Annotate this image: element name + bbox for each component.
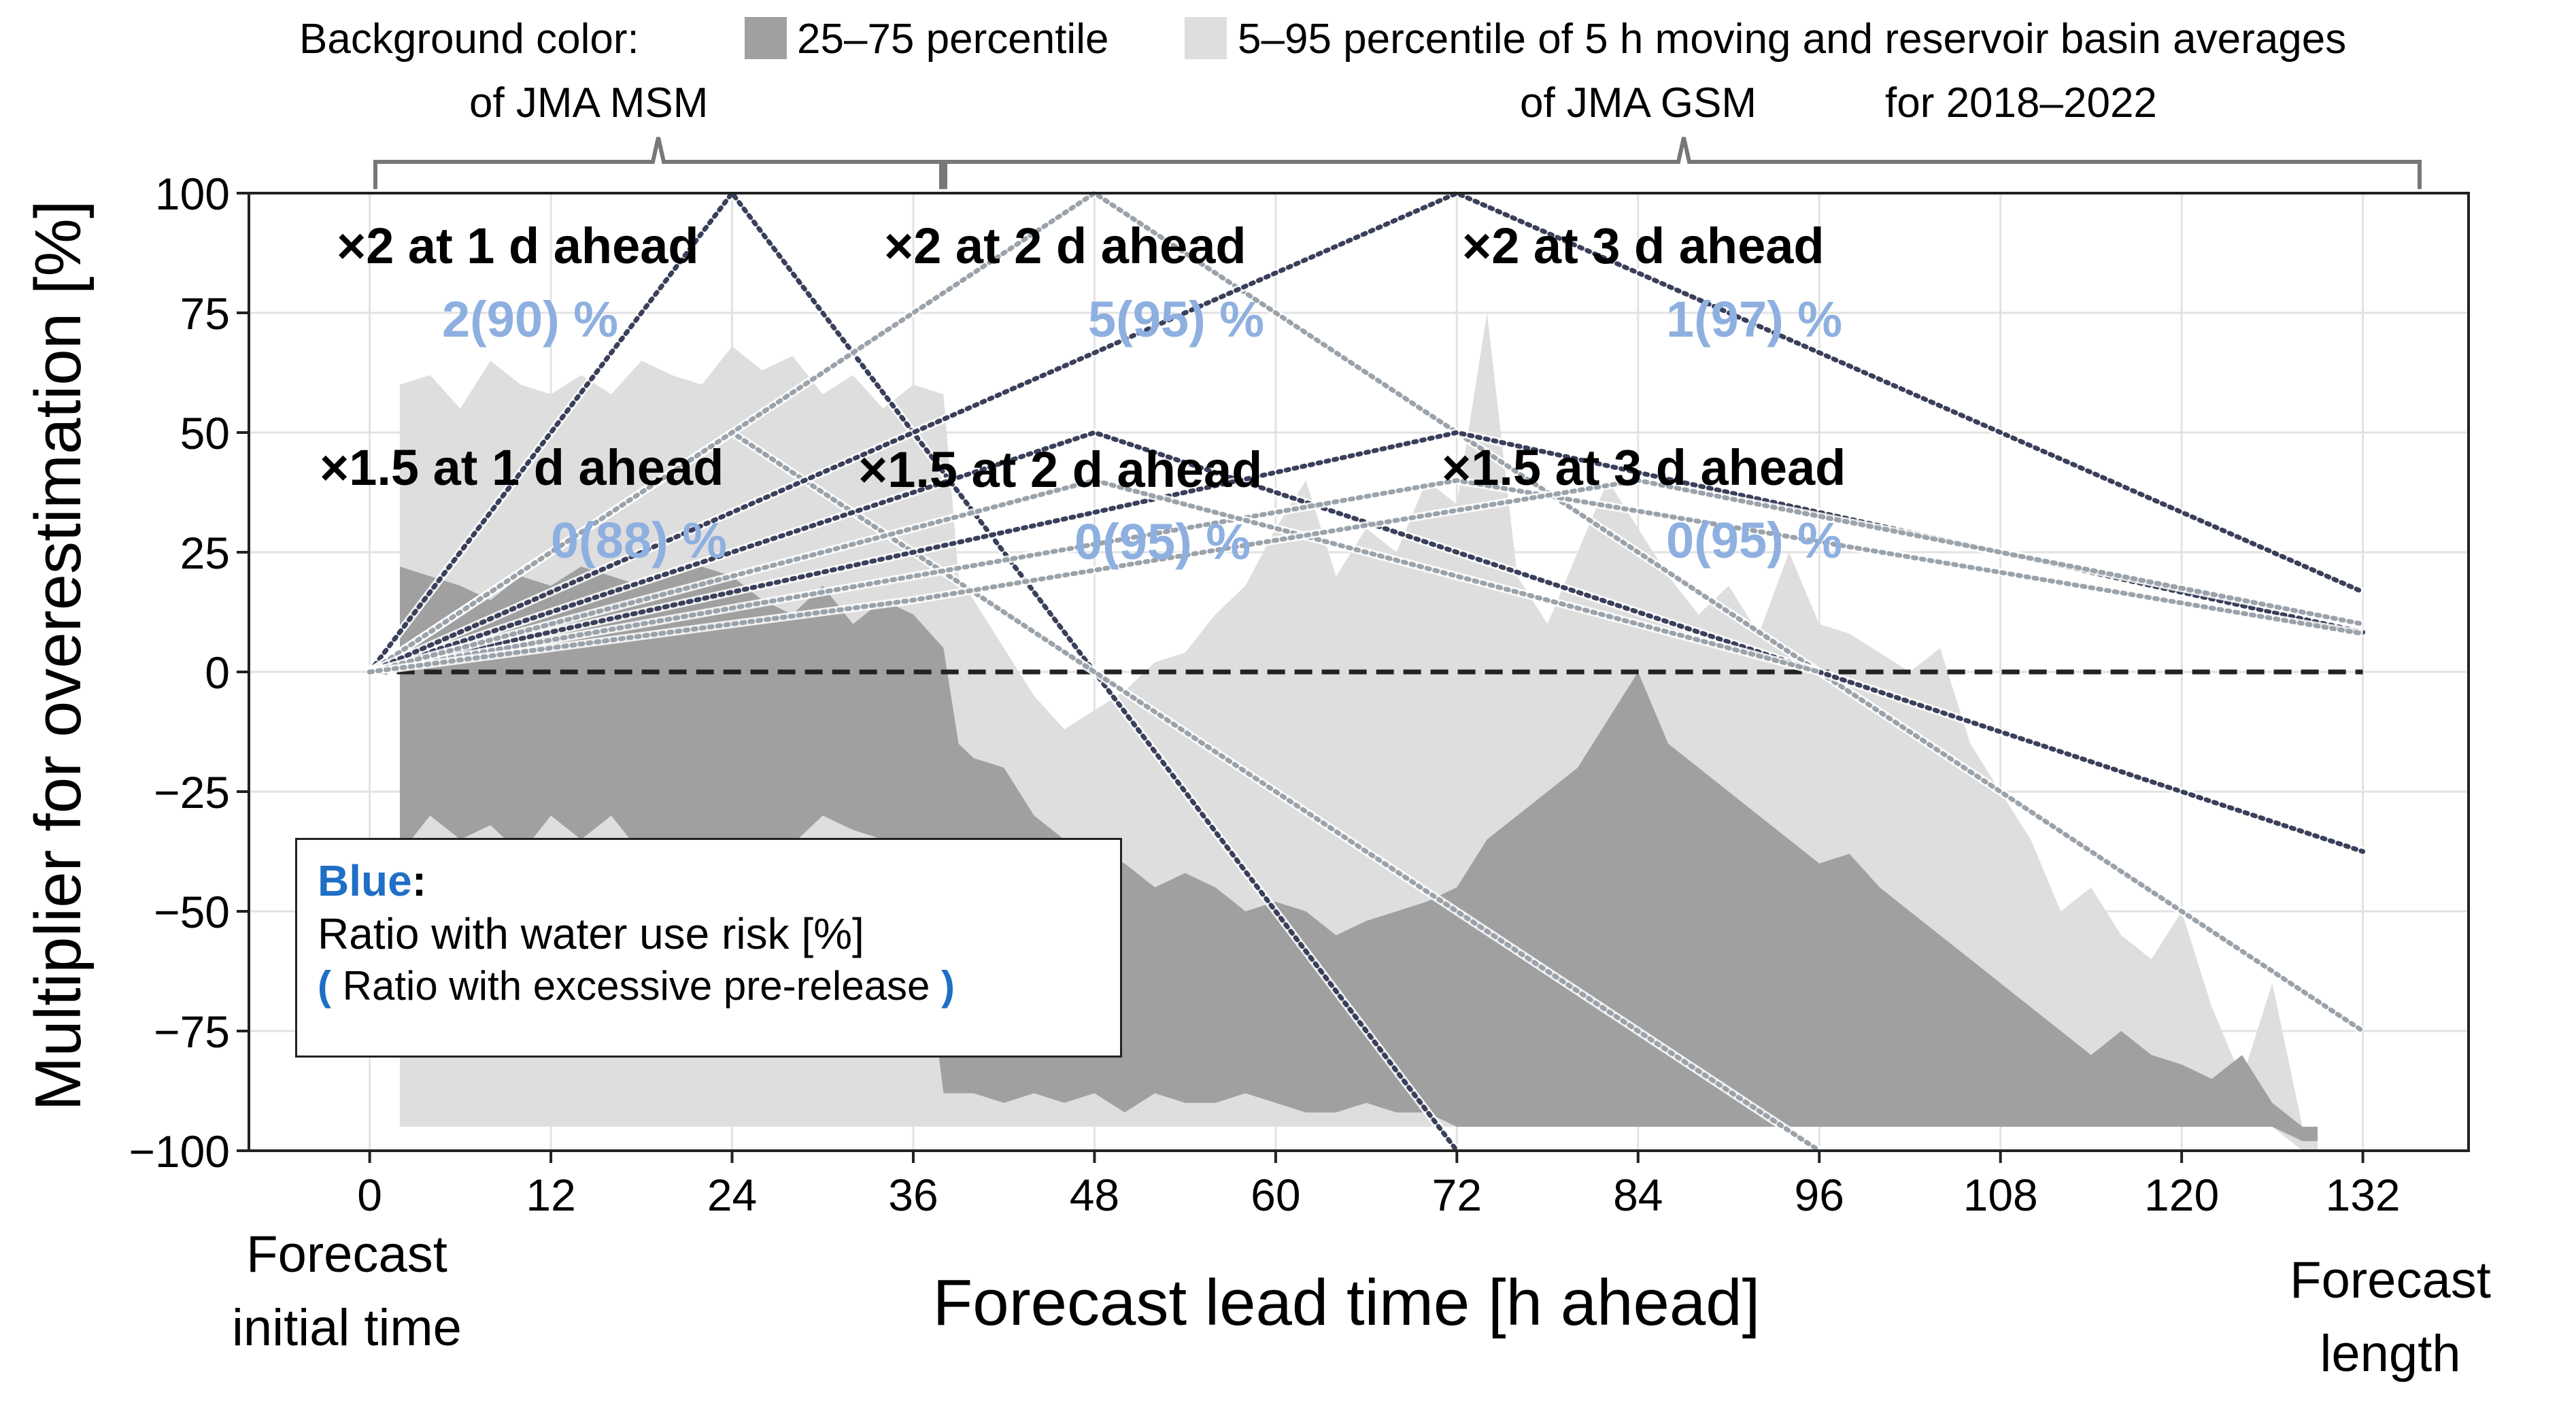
header-q-label: 25–75 percentile xyxy=(797,16,1108,63)
x-tick-label: 60 xyxy=(1251,1170,1300,1220)
y-tick-label: −50 xyxy=(154,887,230,937)
legend-blue-word: Blue xyxy=(318,856,412,905)
x-tick-label: 0 xyxy=(357,1170,382,1220)
y-tick-label: 25 xyxy=(180,528,230,578)
y-tick-label: 0 xyxy=(205,647,230,698)
scenario-line xyxy=(367,430,2366,854)
scenario-risk-ratio: 0(95) % xyxy=(1074,513,1251,570)
msm-bracket xyxy=(373,137,943,189)
x-tick-label: 120 xyxy=(2144,1170,2219,1220)
scenario-risk-ratio: 5(95) % xyxy=(1088,291,1264,348)
scenario-label: ×1.5 at 1 d ahead xyxy=(320,439,724,496)
scenario-risk-ratio: 2(90) % xyxy=(442,291,618,348)
x-tick-label: 36 xyxy=(888,1170,938,1220)
scenario-label: ×2 at 2 d ahead xyxy=(884,218,1247,274)
legend-line-3-text: Ratio with excessive pre-release xyxy=(331,963,942,1009)
legend-paren-close: ) xyxy=(941,963,955,1009)
scenario-label: ×1.5 at 2 d ahead xyxy=(858,441,1262,498)
scenario-risk-ratio: 1(97) % xyxy=(1666,291,1842,348)
header-legend: Background color: 25–75 percentile 5–95 … xyxy=(299,16,2346,126)
y-tick-label: 50 xyxy=(180,408,230,458)
y-axis-label: Multiplier for overestimation [%] xyxy=(22,200,95,1111)
model-brackets xyxy=(373,137,2422,189)
legend-line-2: Ratio with water use risk [%] xyxy=(318,909,864,958)
scenario-label: ×2 at 3 d ahead xyxy=(1462,218,1825,274)
x-tick-label: 132 xyxy=(2326,1170,2401,1220)
header-p-swatch xyxy=(1185,17,1227,59)
header-q-swatch xyxy=(745,17,787,59)
header-gsm-label: of JMA GSM xyxy=(1520,80,1757,126)
x-tick-label: 72 xyxy=(1432,1170,1482,1220)
scenario-line xyxy=(367,477,2366,675)
x-tick-label: 12 xyxy=(526,1170,575,1220)
legend-paren-open: ( xyxy=(318,963,331,1009)
forecast-initial-label-2: initial time xyxy=(232,1299,462,1357)
legend-line-3: ( Ratio with excessive pre-release ) xyxy=(318,961,1100,1011)
y-tick-label: −75 xyxy=(154,1007,230,1057)
scenario-label: ×2 at 1 d ahead xyxy=(337,218,699,274)
x-axis-label: Forecast lead time [h ahead] xyxy=(933,1266,1761,1339)
scenario-line xyxy=(367,477,1822,675)
scenario-line xyxy=(367,190,2366,1034)
y-tick-label: −100 xyxy=(129,1126,230,1177)
header-p-label: 5–95 percentile of 5 h moving and reserv… xyxy=(1238,16,2346,63)
header-period-label: for 2018–2022 xyxy=(1885,80,2157,126)
plot-area: 0 12 24 36 48 60 72 84 96 108 120 132 100 75 50 25 0 −25 −… xyxy=(129,169,2470,1220)
x-tick-label: 48 xyxy=(1070,1170,1119,1220)
inset-legend: Blue: Ratio with water use risk [%] ( Ra… xyxy=(295,838,1122,1058)
header-msm-label: of JMA MSM xyxy=(469,80,708,126)
legend-line-1: Blue: xyxy=(318,855,1100,907)
scenario-label: ×1.5 at 3 d ahead xyxy=(1442,439,1846,496)
x-tick-label: 96 xyxy=(1795,1170,1844,1220)
header-bg-label: Background color: xyxy=(299,16,639,63)
y-tick-label: 100 xyxy=(155,169,230,219)
y-tick-label: 75 xyxy=(180,288,230,339)
forecast-initial-label-1: Forecast xyxy=(246,1226,447,1283)
x-tick-label: 108 xyxy=(1963,1170,2038,1220)
x-tick-label: 84 xyxy=(1613,1170,1663,1220)
x-tick-label: 24 xyxy=(707,1170,757,1220)
forecast-length-label-2: length xyxy=(2320,1325,2460,1383)
scenario-risk-ratio: 0(88) % xyxy=(551,512,727,569)
scenario-line xyxy=(367,477,2366,675)
forecast-length-label-1: Forecast xyxy=(2290,1251,2491,1309)
legend-colon: : xyxy=(411,856,426,905)
y-tick-label: −25 xyxy=(154,767,230,817)
scenario-risk-ratio: 0(95) % xyxy=(1666,512,1842,569)
band-25-75-percentile xyxy=(400,567,2318,1141)
gsm-bracket xyxy=(943,137,2422,189)
